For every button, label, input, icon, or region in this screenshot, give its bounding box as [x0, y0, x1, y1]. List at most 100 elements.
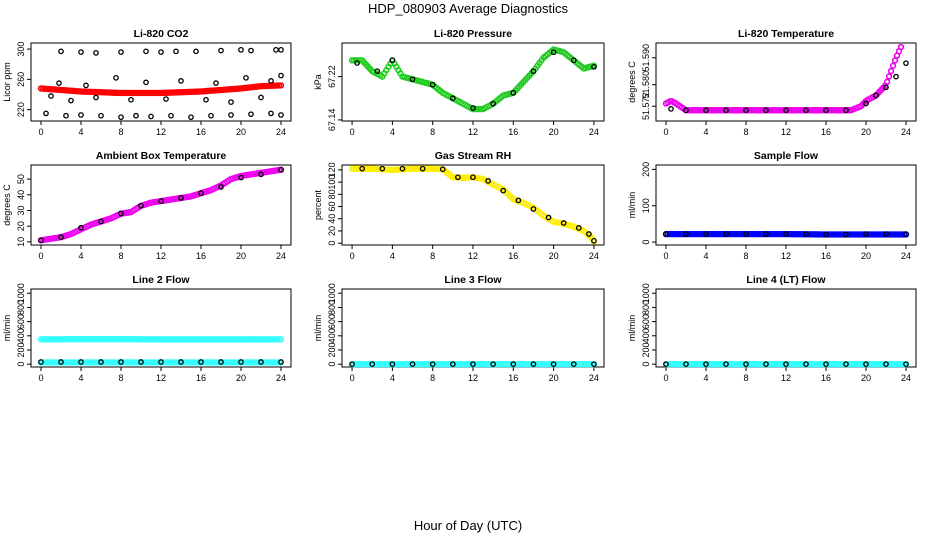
data-point: [208, 112, 214, 119]
plot-frame: [655, 288, 917, 368]
x-tick-label: 0: [663, 127, 668, 137]
y-tick-label: 120: [327, 162, 337, 177]
data-point: [683, 361, 689, 368]
y-tick-label: 10: [16, 237, 26, 247]
data-point: [56, 80, 62, 86]
panel-title: Line 2 Flow: [132, 274, 190, 286]
data-point: [38, 237, 44, 244]
y-axis-label: ml/min: [2, 315, 12, 342]
data-point: [823, 361, 829, 368]
data-point: [550, 361, 557, 368]
data-series: [348, 165, 598, 245]
data-point: [903, 231, 909, 237]
data-point: [58, 234, 64, 241]
y-tick-label: 40: [327, 214, 337, 224]
y-tick-label: 0: [327, 241, 337, 246]
data-point: [168, 112, 174, 119]
x-tick-label: 12: [468, 373, 478, 383]
y-tick-label: 20: [16, 221, 26, 231]
x-tick-label: 12: [781, 251, 791, 261]
y-tick-label: 600: [16, 314, 26, 329]
data-series: [37, 82, 285, 97]
data-point: [218, 184, 224, 190]
data-point: [258, 359, 264, 365]
data-point: [575, 225, 582, 231]
y-tick-label: 60: [327, 202, 337, 212]
y-tick-label: 200: [327, 342, 337, 357]
y-tick-label: 400: [327, 328, 337, 343]
y-tick-label: 100: [327, 175, 337, 190]
data-point: [238, 174, 244, 181]
chart-panel: Li-820 Pressure 0 4 8 12 16 20 24 67.14 67.22 kPa: [313, 28, 605, 137]
data-point: [399, 165, 406, 172]
data-series: [668, 60, 909, 114]
data-point: [550, 49, 557, 56]
x-tick-label: 0: [38, 127, 43, 137]
data-point: [83, 82, 89, 89]
data-point: [38, 359, 44, 365]
y-tick-label: 200: [641, 162, 651, 177]
data-series: [662, 43, 905, 114]
data-point: [591, 63, 597, 70]
data-point: [419, 165, 426, 172]
x-tick-label: 16: [508, 251, 518, 261]
panel-title: Li-820 Pressure: [434, 28, 512, 40]
data-series: [58, 46, 284, 56]
data-point: [58, 359, 64, 365]
x-tick-label: 20: [861, 251, 871, 261]
x-tick-label: 0: [350, 127, 355, 137]
x-tick-label: 0: [350, 373, 355, 383]
x-tick-label: 0: [38, 251, 43, 261]
x-tick-label: 16: [821, 373, 831, 383]
data-point: [863, 361, 869, 368]
data-point: [78, 359, 84, 365]
data-point: [663, 231, 669, 237]
data-point: [843, 231, 849, 238]
x-tick-label: 4: [390, 251, 395, 261]
data-series: [663, 231, 909, 238]
data-point: [897, 43, 905, 51]
y-axis-label: kPa: [313, 74, 323, 90]
data-point: [258, 94, 264, 101]
data-point: [93, 49, 99, 56]
x-tick-label: 4: [390, 127, 395, 137]
y-tick-label: 67.22: [327, 65, 337, 88]
data-point: [277, 82, 285, 89]
data-point: [490, 100, 497, 107]
data-point: [455, 174, 461, 181]
data-point: [470, 361, 476, 368]
data-point: [163, 96, 169, 102]
x-tick-label: 20: [549, 127, 559, 137]
x-tick-label: 20: [861, 127, 871, 137]
data-point: [439, 166, 446, 173]
data-point: [48, 93, 54, 99]
x-tick-label: 16: [821, 127, 831, 137]
data-point: [783, 231, 789, 237]
y-tick-label: 51.590: [641, 44, 651, 72]
data-point: [515, 197, 522, 204]
data-point: [238, 359, 244, 365]
x-tick-label: 0: [663, 251, 668, 261]
plot-frame: [30, 288, 292, 368]
data-point: [560, 220, 567, 226]
x-tick-label: 12: [468, 251, 478, 261]
y-tick-label: 600: [641, 314, 651, 329]
data-point: [743, 107, 749, 114]
x-tick-label: 16: [508, 127, 518, 137]
data-point: [903, 361, 909, 368]
y-tick-label: 1000: [327, 283, 337, 303]
data-point: [118, 210, 124, 217]
data-point: [243, 74, 249, 81]
data-point: [354, 60, 360, 66]
data-point: [113, 74, 119, 81]
data-point: [823, 107, 829, 114]
data-point: [889, 62, 897, 69]
panel-title: Li-820 Temperature: [738, 28, 834, 40]
y-axis-label: Licor ppm: [2, 62, 12, 102]
data-point: [277, 336, 285, 343]
data-series: [348, 46, 598, 113]
data-point: [863, 231, 869, 237]
data-point: [228, 99, 234, 105]
x-tick-label: 12: [781, 373, 791, 383]
